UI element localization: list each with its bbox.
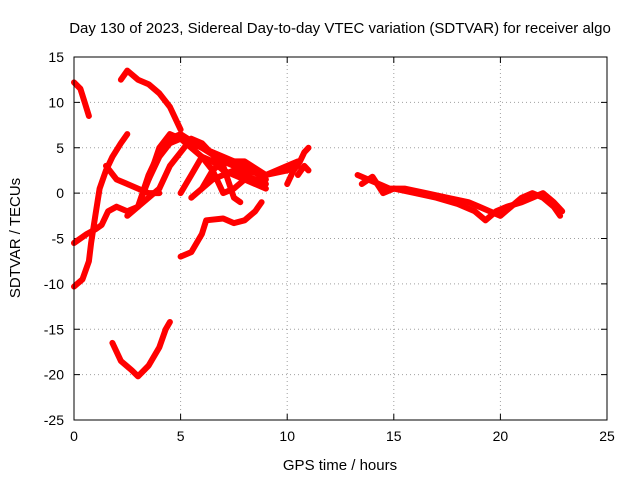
chart-title: Day 130 of 2023, Sidereal Day-to-day VTE… <box>69 20 611 37</box>
series-arc-10 <box>177 153 269 197</box>
x-axis-label: GPS time / hours <box>283 457 397 474</box>
x-tick-label: 15 <box>386 428 402 444</box>
x-tick-label: 0 <box>70 428 78 444</box>
series-arc-3 <box>71 131 131 290</box>
y-tick-label: -20 <box>44 367 64 383</box>
x-tick-labels: 0 5 10 15 20 25 <box>70 428 615 444</box>
x-tick-label: 10 <box>279 428 295 444</box>
series-arc-17 <box>354 172 564 219</box>
series-arc-12 <box>198 167 269 192</box>
y-tick-labels: -25 -20 -15 -10 -5 0 5 10 15 <box>44 49 64 428</box>
series-arc-14 <box>109 319 173 380</box>
y-tick-label: 5 <box>56 140 64 156</box>
x-tick-label: 20 <box>493 428 509 444</box>
series-arc-13 <box>177 199 265 260</box>
series-arc-16 <box>294 162 312 178</box>
y-tick-label: 10 <box>48 94 64 110</box>
y-axis-label: SDTVAR / TECUs <box>7 178 24 298</box>
y-tick-label: -25 <box>44 412 64 428</box>
y-tick-label: 15 <box>48 49 64 65</box>
series-arc-1 <box>71 79 92 119</box>
y-tick-label: 0 <box>56 185 64 201</box>
y-tick-label: -5 <box>52 231 65 247</box>
series-arc-4 <box>117 67 184 133</box>
series-arc-9 <box>156 135 244 206</box>
series-layer <box>71 67 566 380</box>
series-arc-18 <box>358 173 566 224</box>
grid <box>74 57 607 420</box>
x-tick-label: 5 <box>177 428 185 444</box>
y-tick-label: -15 <box>44 321 64 337</box>
y-tick-label: -10 <box>44 276 64 292</box>
series-arc-2 <box>71 185 163 246</box>
series-arc-15 <box>284 144 312 187</box>
series-arc-5 <box>103 162 163 197</box>
tick-marks <box>73 56 608 421</box>
plot-frame <box>73 56 608 421</box>
x-tick-label: 25 <box>599 428 615 444</box>
